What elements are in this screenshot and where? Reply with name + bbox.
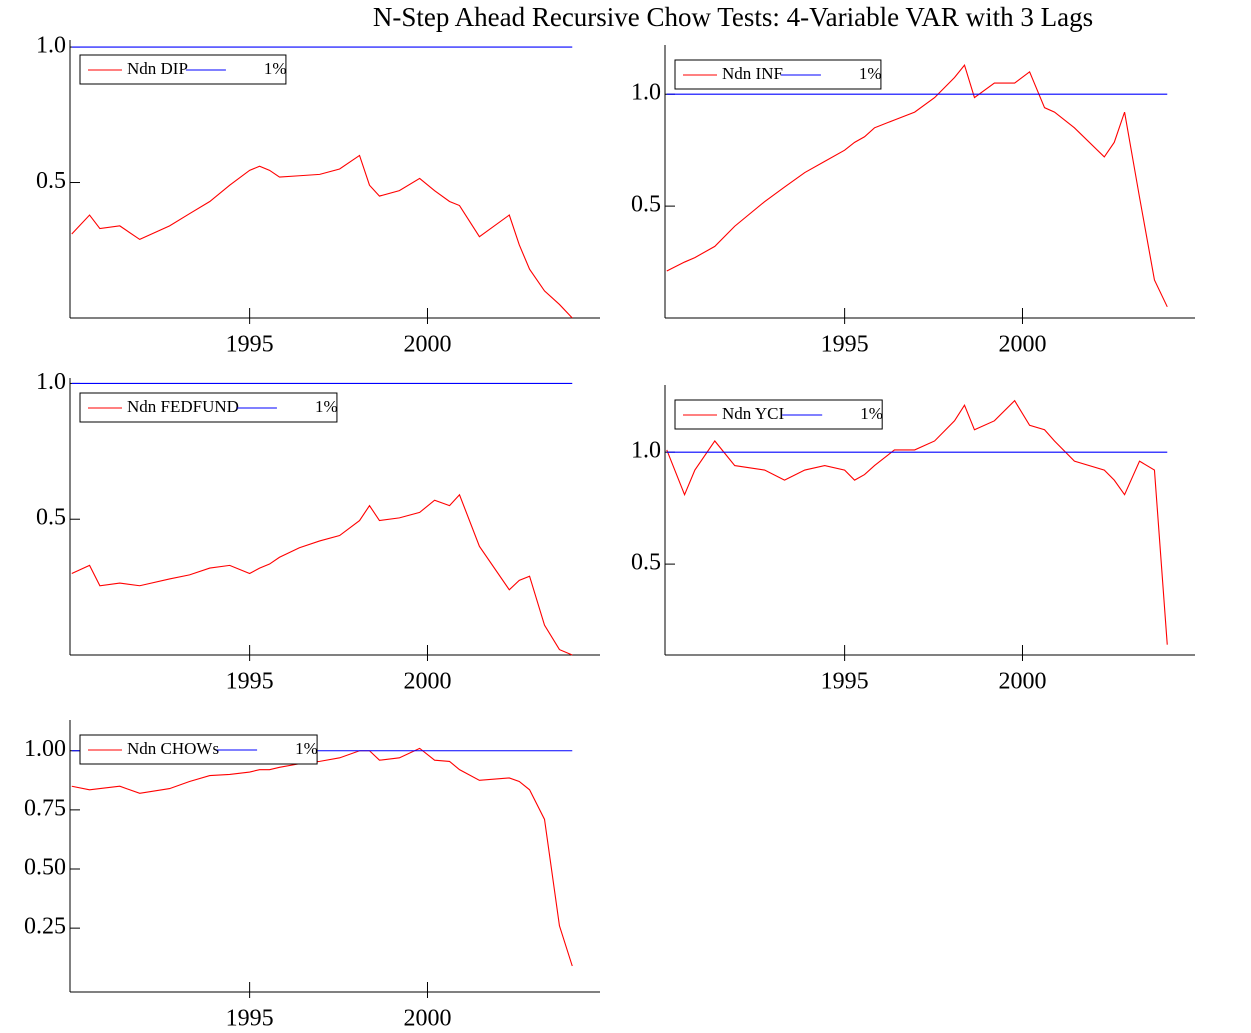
legend-label: Ndn YCI [722, 404, 785, 423]
y-tick-label: 0.25 [24, 914, 66, 940]
legend-label: 1% [264, 59, 287, 78]
legend-label: Ndn DIP [127, 59, 188, 78]
legend-label: Ndn INF [722, 64, 783, 83]
series-line [71, 493, 573, 656]
panel: 0.5 1.0 1995 2000 Ndn YCI 1% [631, 385, 1195, 695]
x-tick-label: 2000 [998, 332, 1046, 358]
x-tick-label: 1995 [226, 332, 274, 358]
y-tick-label: 0.5 [36, 505, 66, 531]
y-tick-label: 1.00 [24, 736, 66, 762]
legend-label: 1% [295, 739, 318, 758]
figure-title: N-Step Ahead Recursive Chow Tests: 4-Var… [373, 2, 1093, 32]
x-tick-label: 1995 [226, 1006, 274, 1032]
legend-label: Ndn FEDFUND [127, 397, 239, 416]
x-tick-label: 2000 [403, 332, 451, 358]
legend-box [79, 54, 287, 85]
series-line [666, 63, 1168, 308]
y-tick-label: 0.5 [631, 192, 661, 218]
panel: 0.25 0.50 0.75 1.00 1995 2000 Ndn CHOWs 1% [24, 720, 600, 1032]
y-tick-label: 0.5 [36, 168, 66, 194]
y-tick-label: 0.5 [631, 550, 661, 576]
legend-label: 1% [859, 64, 882, 83]
panel: 0.5 1.0 1995 2000 Ndn DIP 1% [36, 33, 600, 358]
y-tick-label: 1.0 [36, 33, 66, 59]
x-tick-label: 2000 [403, 1006, 451, 1032]
legend-label: 1% [860, 404, 883, 423]
legend-label: Ndn CHOWs [127, 739, 219, 758]
series-line [71, 154, 573, 319]
legend-label: 1% [315, 397, 338, 416]
y-tick-label: 1.0 [631, 80, 661, 106]
y-tick-label: 0.50 [24, 855, 66, 881]
series-line [71, 747, 573, 967]
panel: 0.5 1.0 1995 2000 Ndn INF 1% [631, 45, 1195, 358]
y-tick-label: 1.0 [631, 438, 661, 464]
y-tick-label: 0.75 [24, 795, 66, 821]
x-tick-label: 2000 [403, 669, 451, 695]
series-line [666, 399, 1168, 645]
x-tick-label: 1995 [821, 332, 869, 358]
panel: 0.5 1.0 1995 2000 Ndn FEDFUND 1% [36, 369, 600, 695]
legend-box [79, 392, 338, 423]
x-tick-label: 1995 [226, 669, 274, 695]
x-tick-label: 2000 [998, 669, 1046, 695]
x-tick-label: 1995 [821, 669, 869, 695]
y-tick-label: 1.0 [36, 369, 66, 395]
